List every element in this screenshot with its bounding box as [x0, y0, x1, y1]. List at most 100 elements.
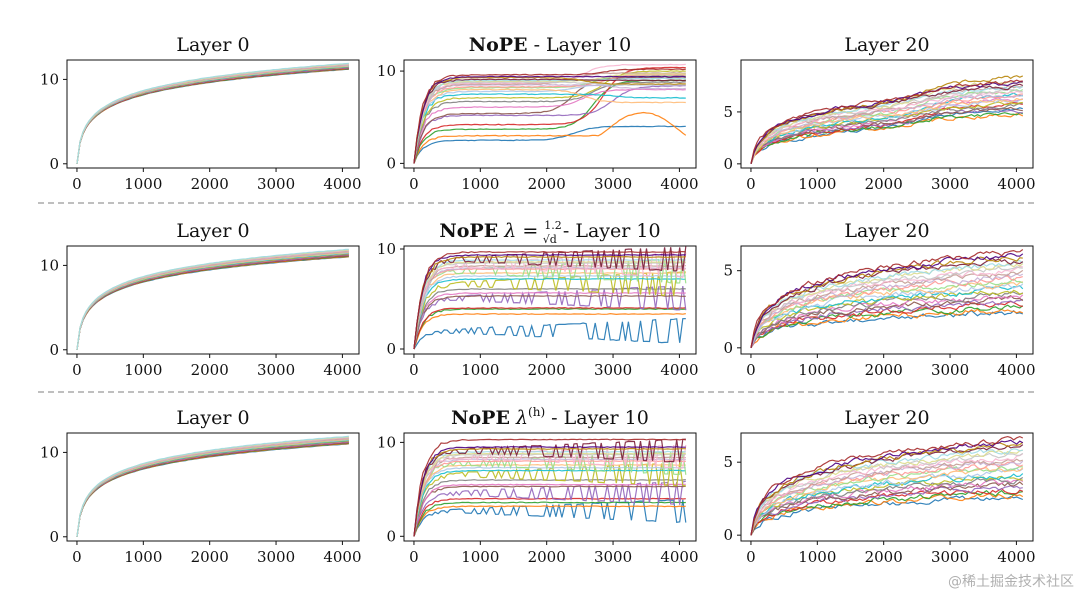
x-tick-label: 3000	[931, 175, 969, 193]
series-line	[413, 469, 686, 537]
series-lines	[413, 246, 687, 350]
plot-frame	[403, 432, 697, 542]
x-tick-label: 0	[72, 548, 82, 566]
series-line	[750, 309, 1024, 349]
series-line	[413, 438, 686, 537]
x-tick-label: 2000	[865, 175, 903, 193]
chart-title-frac-num: 1.2	[544, 219, 562, 232]
x-tick-label: 2000	[191, 175, 229, 193]
x-tick-label: 4000	[997, 361, 1035, 379]
series-line	[750, 452, 1024, 536]
series-line	[413, 274, 686, 350]
series-line	[413, 453, 686, 537]
x-tick-label: 3000	[594, 548, 632, 566]
y-tick-label: 10	[40, 256, 59, 274]
series-lines	[750, 75, 1024, 165]
series-line	[413, 294, 686, 350]
series-line	[413, 88, 686, 164]
chart-panel-7: 0 1000 2000 3000 4000 0 10 Layer 0	[40, 407, 362, 566]
series-line	[750, 461, 1024, 536]
series-line	[413, 88, 686, 164]
series-line	[413, 93, 686, 164]
y-tick-label: 0	[723, 155, 733, 173]
chart-title-rest: - Layer 10	[557, 220, 661, 242]
y-tick-label: 0	[49, 155, 59, 173]
series-line	[750, 94, 1024, 164]
series-line	[750, 289, 1023, 349]
series-line	[750, 453, 1024, 536]
y-tick-label: 10	[377, 433, 396, 451]
series-line	[413, 68, 686, 164]
series-line	[750, 75, 1024, 164]
series-line	[413, 125, 686, 164]
chart-title: NoPE λ(h) - Layer 10	[451, 405, 649, 429]
y-tick-label: 5	[723, 453, 733, 471]
chart-title: Layer 20	[844, 34, 929, 56]
x-tick-label: 0	[746, 361, 756, 379]
chart-title-rest: - Layer 10	[545, 407, 649, 429]
series-line	[76, 442, 349, 537]
x-tick-label: 3000	[594, 361, 632, 379]
plot-frame	[740, 245, 1034, 355]
series-line	[413, 70, 686, 164]
x-tick-label: 4000	[997, 175, 1035, 193]
y-tick-label: 0	[49, 528, 59, 546]
x-tick-label: 3000	[931, 361, 969, 379]
series-line	[750, 102, 1023, 164]
y-tick-label: 10	[40, 70, 59, 88]
series-line	[413, 446, 686, 537]
series-line	[413, 499, 687, 537]
series-line	[750, 97, 1023, 165]
series-lines	[413, 63, 687, 164]
chart-title-bold: NoPE	[469, 34, 528, 56]
x-tick-label: 4000	[660, 175, 698, 193]
series-line	[413, 250, 686, 350]
series-line	[750, 90, 1023, 164]
y-tick-label: 0	[49, 341, 59, 359]
chart-title-lambda: λ	[510, 407, 528, 429]
series-line	[76, 256, 349, 350]
series-line	[76, 255, 349, 350]
series-line	[750, 435, 1024, 536]
series-line	[413, 485, 686, 537]
x-tick-label: 2000	[528, 361, 566, 379]
series-line	[750, 304, 1024, 349]
series-lines	[750, 249, 1024, 349]
series-line	[750, 478, 1024, 536]
chart-title-lambda: λ	[498, 220, 516, 242]
series-line	[750, 444, 1024, 536]
x-tick-label: 0	[72, 361, 82, 379]
plot-frame	[66, 59, 360, 169]
x-tick-label: 1000	[124, 548, 162, 566]
x-tick-label: 3000	[257, 361, 295, 379]
series-line	[413, 483, 686, 537]
x-tick-label: 0	[72, 175, 82, 193]
series-line	[413, 438, 686, 537]
x-tick-label: 1000	[798, 548, 836, 566]
series-line	[750, 265, 1023, 348]
series-line	[750, 485, 1023, 536]
series-line	[750, 112, 1024, 165]
x-tick-label: 0	[746, 175, 756, 193]
series-line	[750, 81, 1023, 164]
series-line	[413, 72, 686, 164]
series-line	[750, 79, 1023, 164]
y-tick-label: 5	[723, 262, 733, 280]
x-tick-label: 1000	[124, 361, 162, 379]
y-tick-label: 0	[723, 339, 733, 357]
chart-panel-8: 0 1000 2000 3000 4000 0 10 NoPE λ(h) - Layer 10	[377, 405, 699, 566]
series-line	[413, 277, 686, 350]
x-tick-label: 4000	[997, 548, 1035, 566]
chart-title-bold: NoPE	[439, 220, 498, 242]
series-line	[750, 285, 1024, 348]
series-line	[413, 466, 686, 537]
x-tick-label: 0	[746, 548, 756, 566]
series-line	[413, 111, 687, 164]
series-line	[750, 449, 1023, 536]
series-line	[413, 76, 686, 164]
x-tick-label: 4000	[660, 548, 698, 566]
series-line	[750, 249, 1024, 348]
chart-panel-6: 0 1000 2000 3000 4000 0 5 Layer 20	[723, 220, 1035, 379]
series-line	[413, 260, 686, 350]
series-line	[76, 68, 349, 164]
